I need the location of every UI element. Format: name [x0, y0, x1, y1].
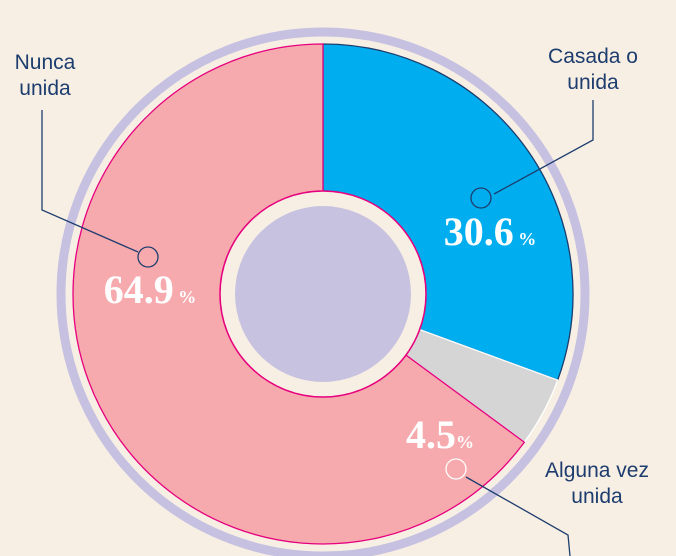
- category-label: Casada o unida: [548, 45, 638, 94]
- inner-circle: [235, 206, 411, 382]
- leader-line: [493, 100, 594, 195]
- leader-line: [41, 110, 139, 253]
- leader-line: [465, 476, 571, 556]
- leader-dot: [137, 246, 159, 268]
- category-label: Nunca unida: [14, 51, 76, 100]
- category-label: Alguna vez unida: [545, 459, 649, 508]
- value-label: 4.5%: [406, 412, 474, 457]
- leader-dot: [445, 458, 467, 480]
- value-label: 64.9 %: [104, 267, 197, 312]
- leaders: [41, 100, 594, 556]
- outer-ring: [56, 27, 590, 556]
- leader-dot: [470, 187, 492, 209]
- value-label: 30.6 %: [444, 209, 537, 254]
